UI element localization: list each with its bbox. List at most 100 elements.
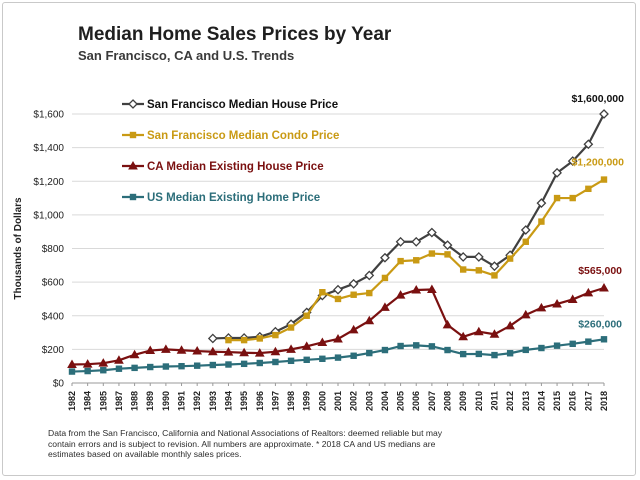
x-tick-label: 1984 — [83, 391, 93, 411]
data-point-series-2 — [585, 185, 592, 193]
data-point-series-2 — [272, 331, 279, 339]
data-point-series-3 — [473, 326, 484, 336]
data-point-series-3 — [458, 331, 469, 341]
data-point-series-2 — [225, 336, 232, 344]
x-tick-label: 1994 — [223, 391, 233, 411]
data-point-series-3 — [536, 302, 547, 312]
data-point-series-3 — [129, 349, 140, 359]
x-tick-label: 2011 — [489, 391, 499, 411]
x-tick-label: 1993 — [208, 391, 218, 411]
data-point-series-3 — [82, 359, 93, 368]
data-point-series-1 — [442, 240, 453, 251]
data-point-series-4 — [585, 338, 592, 345]
data-point-series-3 — [599, 283, 609, 292]
x-tick-label: 2017 — [583, 391, 593, 411]
data-point-series-4 — [522, 346, 529, 354]
chart-subtitle: San Francisco, CA and U.S. Trends — [78, 48, 295, 63]
x-tick-label: 2009 — [458, 391, 468, 411]
legend-marker-4 — [129, 193, 137, 201]
y-axis-label: Thousands of Dollars — [13, 197, 24, 300]
data-point-series-3 — [192, 346, 203, 355]
data-point-series-4 — [397, 342, 404, 350]
callout-series-4: $260,000 — [578, 318, 622, 330]
x-tick-label: 2007 — [427, 391, 437, 411]
data-point-series-1 — [426, 227, 437, 238]
data-point-series-1 — [207, 333, 218, 344]
data-point-series-4 — [131, 364, 138, 372]
x-tick-label: 2010 — [474, 391, 484, 411]
data-point-series-4 — [272, 358, 279, 366]
x-tick-label: 2012 — [505, 391, 515, 411]
data-point-series-3 — [442, 319, 453, 329]
data-point-series-1 — [411, 236, 422, 247]
data-point-series-1 — [567, 156, 578, 166]
data-point-series-3 — [176, 345, 187, 354]
legend-marker-2 — [129, 131, 137, 139]
x-tick-label: 1997 — [270, 391, 280, 411]
data-point-series-4 — [381, 346, 389, 354]
x-tick-label: 1985 — [98, 391, 108, 411]
x-tick-label: 2002 — [349, 391, 359, 411]
data-point-series-4 — [240, 360, 248, 368]
callout-series-2: $1,200,000 — [571, 157, 624, 169]
data-point-series-3 — [161, 344, 171, 353]
data-point-series-2 — [459, 266, 467, 273]
data-point-series-4 — [334, 354, 342, 361]
data-point-series-4 — [319, 355, 326, 362]
y-tick-label: $800 — [42, 244, 65, 255]
data-point-series-1 — [473, 251, 484, 262]
x-tick-label: 2005 — [396, 391, 406, 411]
chart-title: Median Home Sales Prices by Year — [78, 24, 392, 45]
data-point-series-2 — [413, 257, 420, 264]
data-point-series-3 — [114, 355, 124, 364]
data-point-series-3 — [207, 346, 218, 356]
data-point-series-2 — [538, 218, 545, 225]
data-point-series-4 — [444, 346, 451, 354]
data-point-series-3 — [301, 341, 312, 350]
data-point-series-3 — [380, 302, 390, 311]
x-tick-label: 2006 — [411, 391, 421, 411]
callout-series-3: $565,000 — [578, 265, 622, 277]
y-tick-label: $1,400 — [33, 143, 64, 154]
data-point-series-3 — [239, 347, 249, 357]
data-point-series-1 — [348, 278, 359, 289]
data-point-series-4 — [256, 359, 263, 367]
footnote: Data from the San Francisco, California … — [48, 428, 443, 459]
data-point-series-4 — [303, 356, 310, 363]
data-point-series-4 — [287, 357, 295, 365]
x-tick-label: 1989 — [145, 391, 155, 411]
data-point-series-2 — [319, 289, 326, 296]
data-point-series-4 — [115, 365, 123, 372]
data-point-series-1 — [364, 270, 375, 281]
data-point-series-4 — [428, 343, 436, 350]
x-tick-label: 1996 — [255, 391, 265, 411]
data-point-series-3 — [427, 284, 437, 294]
x-tick-label: 2015 — [552, 391, 562, 411]
data-point-series-1 — [583, 139, 594, 150]
data-point-series-4 — [84, 367, 91, 375]
y-tick-label: $1,000 — [33, 210, 64, 221]
data-point-series-2 — [350, 291, 357, 298]
x-tick-label: 2004 — [380, 391, 390, 411]
data-point-series-2 — [334, 295, 342, 303]
legend-label-1: San Francisco Median House Price — [147, 99, 338, 111]
data-point-series-3 — [552, 298, 562, 308]
data-point-series-2 — [397, 257, 404, 265]
data-point-series-4 — [506, 350, 514, 357]
x-tick-label: 2014 — [536, 391, 546, 411]
y-tick-label: $1,200 — [33, 177, 64, 188]
data-point-series-2 — [444, 251, 451, 258]
data-point-series-3 — [348, 324, 359, 334]
data-point-series-4 — [475, 350, 483, 358]
data-point-series-1 — [458, 251, 469, 262]
x-tick-label: 1982 — [67, 391, 77, 411]
x-tick-label: 2008 — [443, 391, 453, 411]
data-point-series-3 — [583, 287, 594, 297]
data-point-series-3 — [520, 309, 531, 319]
data-point-series-2 — [475, 267, 483, 274]
data-point-series-4 — [538, 344, 545, 352]
x-tick-label: 1992 — [192, 391, 202, 411]
data-point-series-2 — [381, 274, 389, 282]
data-point-series-3 — [67, 359, 77, 369]
